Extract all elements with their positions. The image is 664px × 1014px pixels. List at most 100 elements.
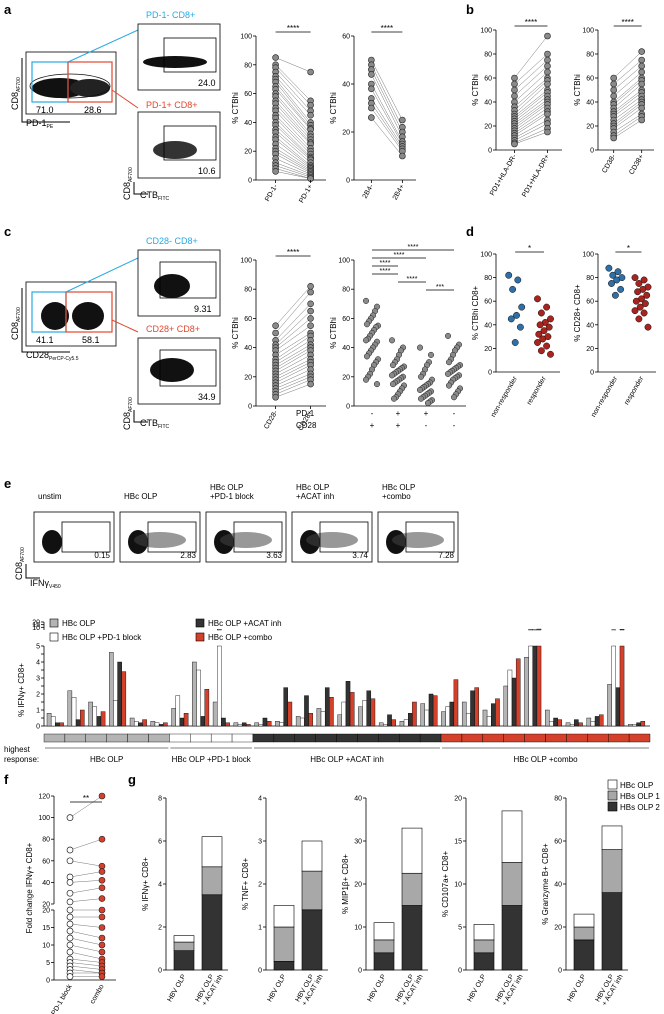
- flow-subplot-bottom: [137, 111, 221, 179]
- data-point: [511, 74, 518, 82]
- data-point: [66, 814, 74, 821]
- bar: [441, 711, 446, 727]
- bar: [482, 709, 488, 727]
- y-axis-label: % CTBhi: [231, 92, 240, 124]
- y-tick-label: 80: [586, 275, 594, 282]
- bar: [528, 645, 533, 727]
- pair-line: [275, 354, 311, 375]
- pair-line: [275, 122, 311, 158]
- panel-label-b: b: [466, 2, 474, 17]
- stack-segment: [201, 866, 223, 896]
- pair-line: [275, 76, 311, 116]
- group-cell: [566, 733, 588, 743]
- bar: [154, 722, 160, 727]
- gate-value-top: 9.31: [194, 304, 212, 314]
- data-point: [516, 323, 524, 331]
- y-tick-label: 15: [32, 622, 40, 629]
- stack-segment: [173, 935, 195, 943]
- row-label-pd1: PD-1: [296, 409, 315, 418]
- pair-line: [275, 96, 311, 137]
- data-point: [307, 307, 314, 315]
- data-point: [66, 934, 74, 942]
- data-point: [638, 62, 645, 70]
- pair-line: [275, 347, 311, 369]
- axis-cd8-label-sub: CD8AF700: [122, 397, 134, 430]
- y-tick-label: 40: [554, 882, 562, 889]
- group-cell: [440, 733, 463, 743]
- data-point: [272, 322, 279, 330]
- data-point: [66, 846, 74, 854]
- stack-segment: [373, 922, 395, 941]
- pair-line: [69, 860, 103, 867]
- pair-line: [613, 65, 642, 91]
- data-point: [66, 941, 74, 949]
- axis-arrow: [133, 182, 148, 195]
- pair-line: [613, 116, 642, 136]
- pair-line: [613, 80, 642, 105]
- flow-title: HBc OLP: [124, 492, 157, 501]
- pair-line: [514, 65, 548, 97]
- data-point: [634, 288, 642, 296]
- data-point: [417, 395, 425, 402]
- group-cell: [231, 733, 254, 743]
- data-point: [450, 394, 458, 401]
- stack-segment: [601, 825, 623, 850]
- y-tick-label: 20: [484, 124, 492, 131]
- quadrant-right-value: 28.6: [84, 105, 102, 115]
- y-tick-label: 60: [342, 316, 350, 323]
- significance-label: ****: [408, 244, 419, 251]
- group-cell: [273, 733, 295, 743]
- axis-cd8-label-sub: CD8AF700: [122, 167, 134, 200]
- y-tick-label: 60: [586, 299, 594, 306]
- gate-title-cd28-pos: CD28+ CD8+: [146, 324, 200, 334]
- y-tick-label: 100: [338, 258, 350, 265]
- data-point: [513, 311, 520, 319]
- stack-segment: [301, 909, 323, 971]
- legend-label: HBc OLP +PD-1 block: [62, 633, 142, 642]
- y-tick-label: 6: [158, 839, 162, 846]
- group-cell: [64, 733, 86, 743]
- y-axis-label: % CTBhi: [329, 317, 338, 349]
- pair-line: [69, 838, 103, 851]
- data-point: [445, 382, 453, 389]
- pair-line: [613, 107, 642, 129]
- data-point: [389, 362, 397, 369]
- data-point: [66, 906, 74, 914]
- flow-frame: [25, 281, 117, 347]
- pair-line: [613, 71, 642, 97]
- bar: [337, 714, 342, 727]
- pair-line: [371, 117, 403, 157]
- bar: [565, 722, 571, 727]
- pair-line: [613, 59, 642, 85]
- pair-line: [613, 101, 642, 124]
- stack-segment: [601, 892, 623, 971]
- pair-line: [275, 148, 311, 171]
- bar: [515, 658, 521, 727]
- pair-line: [514, 101, 548, 127]
- data-point: [514, 276, 522, 284]
- stack-segment: [473, 939, 495, 954]
- pair-line: [69, 958, 103, 963]
- data-point: [631, 307, 639, 315]
- flow-value: 3.74: [352, 551, 368, 560]
- y-tick-label: 80: [484, 52, 492, 59]
- axis-cd8-label: CD8AF700: [10, 307, 22, 340]
- y-tick-label: 0: [488, 370, 492, 377]
- y-tick-label: 20: [484, 346, 492, 353]
- data-point: [638, 116, 645, 124]
- data-point: [610, 92, 617, 100]
- axis-arrow: [25, 564, 40, 579]
- data-point: [98, 884, 106, 892]
- y-tick-label: 0: [346, 404, 350, 411]
- significance-label: ****: [525, 18, 537, 27]
- data-point: [611, 291, 619, 299]
- data-point: [388, 372, 396, 379]
- y-tick-label: 80: [586, 52, 594, 59]
- bar: [217, 645, 222, 727]
- pair-line: [514, 92, 548, 119]
- flow-title: +ACAT inh: [296, 492, 334, 501]
- y-tick-label: 1: [36, 708, 40, 715]
- flow-frame: [33, 511, 115, 563]
- bar: [150, 721, 156, 727]
- data-point: [66, 857, 74, 865]
